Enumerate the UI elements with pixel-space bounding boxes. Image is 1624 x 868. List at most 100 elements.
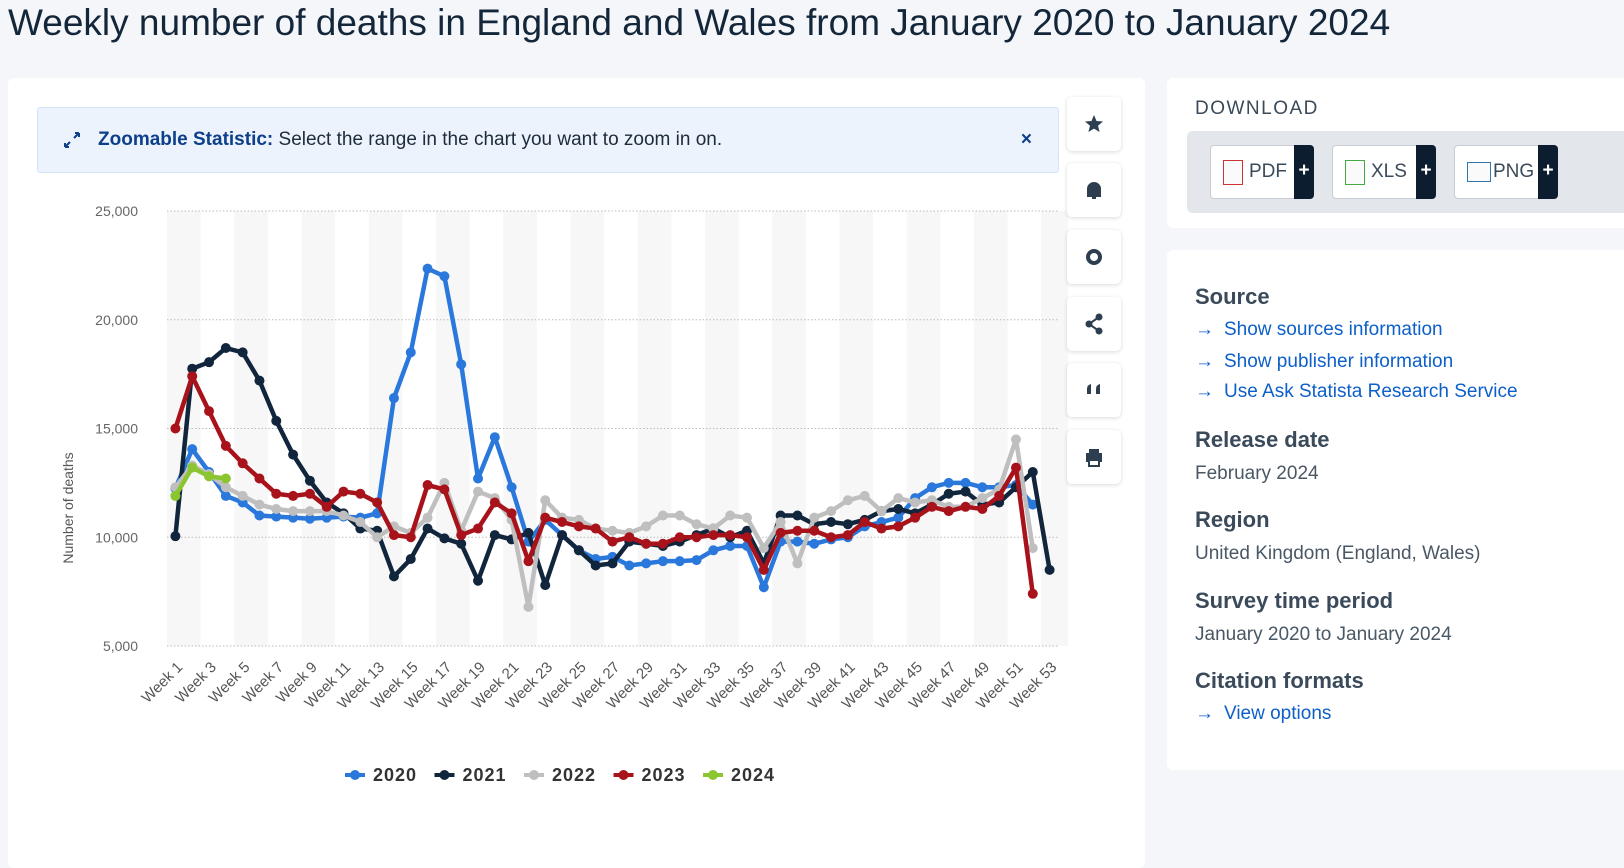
data-point [473, 523, 484, 534]
data-point [220, 440, 231, 451]
data-point [372, 497, 383, 508]
data-point [355, 517, 366, 528]
settings-button[interactable] [1067, 230, 1121, 284]
pdf-button[interactable]: PDF + [1210, 145, 1314, 199]
data-point [926, 501, 937, 512]
legend-label: 2023 [642, 765, 686, 785]
data-point [456, 359, 467, 370]
data-point [473, 473, 484, 484]
data-point [691, 519, 702, 530]
data-point [405, 554, 416, 564]
publisher-link[interactable]: Show publisher information [1195, 351, 1453, 373]
data-point [573, 521, 584, 532]
close-button[interactable]: × [1020, 129, 1032, 150]
download-card: DOWNLOAD PDF + XLS + PNG + [1167, 78, 1624, 228]
xls-button[interactable]: XLS + [1332, 145, 1436, 199]
data-point [809, 538, 820, 549]
data-point [893, 503, 904, 514]
data-point [170, 423, 181, 434]
section-title: Region [1195, 507, 1270, 532]
data-point [758, 543, 769, 554]
data-point [540, 495, 551, 506]
data-point [288, 449, 299, 460]
y-tick-label: 15,000 [95, 421, 138, 437]
data-point [910, 512, 921, 523]
data-point [876, 506, 887, 517]
data-point [321, 501, 332, 512]
data-point [893, 521, 904, 532]
data-point [204, 357, 215, 368]
data-point [725, 530, 736, 541]
series-line [173, 374, 1036, 595]
chart: Number of deaths 5,000 10,000 15,000 20,000… [60, 203, 1068, 785]
data-point [237, 490, 248, 501]
data-point [422, 263, 433, 274]
data-point [271, 511, 282, 522]
source-link[interactable]: Show sources information [1195, 319, 1443, 341]
data-point [775, 527, 786, 538]
data-point [237, 458, 248, 469]
data-point [187, 462, 198, 473]
data-point [304, 475, 315, 486]
notify-button[interactable] [1067, 163, 1121, 217]
data-point [960, 486, 971, 497]
data-point [489, 432, 500, 443]
page-title: Weekly number of deaths in England and W… [8, 2, 1391, 43]
data-point [994, 490, 1005, 501]
data-point [388, 571, 399, 582]
data-point [741, 532, 752, 543]
data-point [1010, 434, 1021, 445]
data-point [826, 517, 837, 528]
data-point [187, 444, 198, 455]
data-point [641, 538, 652, 549]
data-point [641, 521, 652, 532]
data-point [439, 484, 450, 495]
data-point [304, 506, 315, 517]
data-point [725, 540, 736, 551]
data-point [271, 488, 282, 499]
data-point [624, 532, 635, 543]
data-point [607, 536, 618, 547]
series-line [173, 266, 1035, 590]
data-point [271, 503, 282, 514]
data-point [237, 347, 248, 358]
data-point [473, 486, 484, 497]
data-point [523, 556, 534, 567]
data-point [607, 558, 618, 569]
data-point [775, 517, 786, 528]
png-button[interactable]: PNG + [1454, 145, 1558, 199]
banner-label: Zoomable Statistic: [98, 129, 274, 150]
info-card: Source Show sources information Show pub… [1167, 250, 1624, 770]
legend-dot [439, 770, 450, 780]
citation-link[interactable]: View options [1195, 703, 1331, 725]
legend-dot [529, 770, 539, 780]
cite-button[interactable] [1067, 363, 1121, 417]
research-link[interactable]: Use Ask Statista Research Service [1195, 381, 1518, 403]
favorite-button[interactable] [1067, 97, 1121, 151]
data-point [254, 473, 265, 484]
data-point [809, 525, 820, 536]
print-button[interactable] [1067, 430, 1121, 484]
data-point [489, 497, 500, 508]
share-button[interactable] [1067, 297, 1121, 351]
data-point [960, 477, 971, 488]
data-point [204, 471, 215, 482]
data-point [876, 523, 887, 534]
data-point [708, 530, 719, 541]
data-point [422, 480, 433, 491]
data-point [842, 519, 853, 530]
button-label: PDF [1249, 161, 1287, 182]
data-point [674, 556, 685, 567]
data-point [1010, 462, 1021, 473]
data-point [809, 512, 820, 523]
section-title: Release date [1195, 427, 1330, 452]
data-point [405, 347, 416, 358]
data-point [943, 488, 954, 499]
series-line [173, 465, 227, 498]
data-point [254, 499, 265, 510]
data-point [607, 525, 618, 536]
data-point [456, 538, 467, 549]
data-point [943, 477, 954, 488]
data-point [674, 510, 685, 521]
data-point [943, 506, 954, 517]
